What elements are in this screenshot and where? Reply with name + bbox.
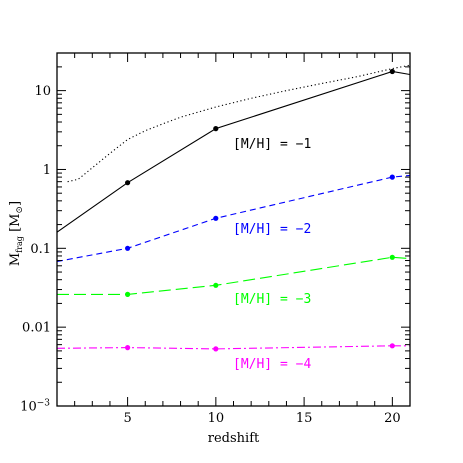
data-point-3-2 <box>213 282 219 288</box>
data-point-1-3 <box>389 68 395 75</box>
data-point-4-3 <box>389 343 395 349</box>
data-point-4-2 <box>213 346 219 352</box>
y-axis-title: Mfrag [M⊙] <box>8 201 25 266</box>
y-tick-label: 0.01 <box>22 321 51 336</box>
data-point-1-2 <box>213 126 219 132</box>
x-tick-label: 10 <box>208 411 225 426</box>
y-tick-label: 0.1 <box>30 242 51 257</box>
data-point-3-3 <box>389 254 395 260</box>
ticks-layer <box>57 52 411 407</box>
series-label-2: [M/H] = −2 <box>233 222 311 237</box>
annotation-layer: [M/H] = −1 [M/H] = −2 [M/H] = −3 [M/H] = −4 <box>233 137 311 372</box>
x-axis-title: redshift <box>208 431 260 446</box>
data-point-3-1 <box>125 291 131 297</box>
series-line-2 <box>57 174 410 263</box>
series-line-5 <box>67 64 410 183</box>
x-tick-label: 15 <box>296 411 313 426</box>
data-point-2-2 <box>213 215 219 221</box>
series-line-3 <box>57 256 410 295</box>
series-layer <box>57 64 410 352</box>
y-tick-label: 10 <box>34 84 51 99</box>
y-tick-label: 1 <box>43 163 51 178</box>
data-point-1-1 <box>125 180 131 186</box>
series-label-1: [M/H] = −1 <box>233 137 311 152</box>
data-point-2-3 <box>389 174 395 180</box>
y-tick-label-min: 10−3 <box>20 399 50 415</box>
x-tick-label: 20 <box>384 411 401 426</box>
labels-layer: 5 10 15 20 10 1 0.1 0.01 10−3 redshift Mfrag [M⊙] <box>8 84 401 446</box>
series-label-4: [M/H] = −4 <box>233 357 311 372</box>
series-line-4 <box>57 345 410 350</box>
data-point-4-1 <box>125 345 131 351</box>
x-tick-label: 5 <box>123 411 131 426</box>
series-label-3: [M/H] = −3 <box>233 292 311 307</box>
data-point-2-1 <box>125 245 131 251</box>
